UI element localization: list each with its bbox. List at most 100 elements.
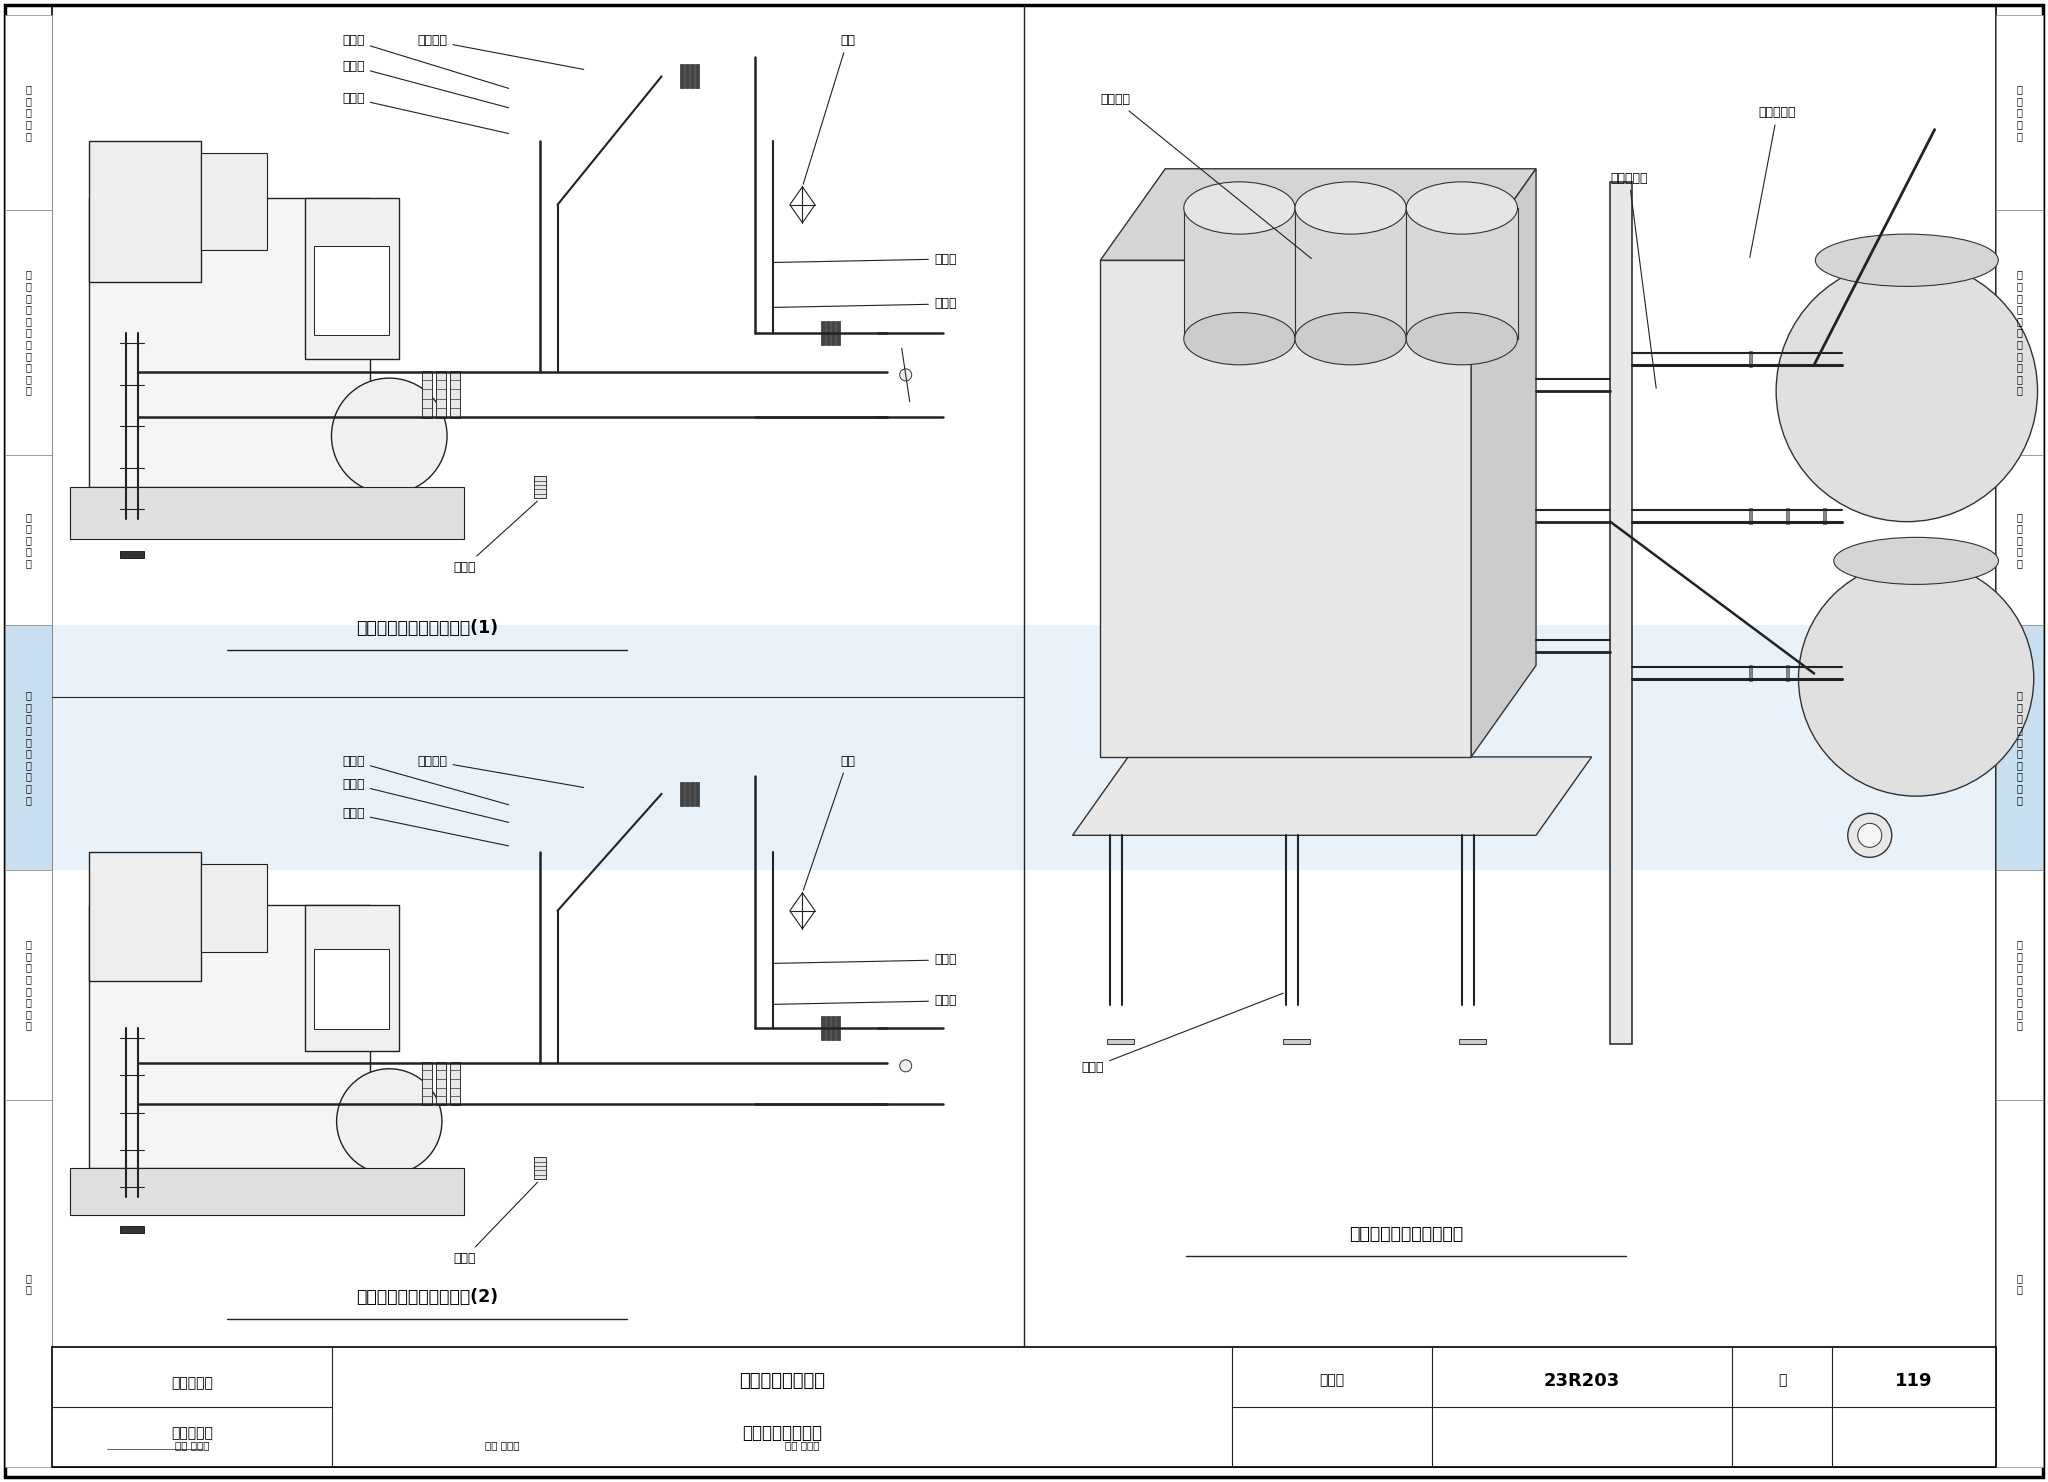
Text: 软接头: 软接头 [453,1183,537,1264]
Text: 压力表: 压力表 [342,59,508,108]
Bar [88,852,201,981]
Bar [4,870,51,1100]
Bar [451,1063,461,1106]
Bar [88,141,201,282]
Bar [313,948,389,1030]
Circle shape [1776,261,2038,522]
Text: 模
块
化
机
组: 模 块 化 机 组 [25,84,31,141]
Text: 温度计: 温度计 [774,953,956,966]
Polygon shape [1073,757,1591,836]
Bar [121,1226,143,1233]
Bar [1997,870,2044,1100]
Text: 冷却水管段: 冷却水管段 [1610,172,1657,388]
Text: 管道及模块: 管道及模块 [172,1375,213,1390]
Text: 整
装
式
机
房: 整 装 式 机 房 [2017,511,2023,568]
Bar [825,1015,829,1040]
Text: 压力表: 压力表 [774,994,956,1008]
Bar [680,64,684,89]
Bar [821,322,825,345]
Text: 机
房
典
型
工
程
实
例: 机 房 典 型 工 程 实 例 [2017,940,2023,1030]
Bar [88,199,371,488]
Polygon shape [1470,169,1536,757]
Text: 压力表: 压力表 [774,298,956,311]
Text: 图集号: 图集号 [1319,1374,1346,1387]
Bar [1294,207,1407,339]
Text: 蝶阀: 蝶阀 [803,754,854,891]
Bar [4,625,51,870]
Bar [121,551,143,557]
Ellipse shape [1184,313,1294,365]
Bar [1610,182,1632,1045]
Bar [451,370,461,418]
Text: 23R203: 23R203 [1544,1372,1620,1390]
Bar [836,1015,840,1040]
Text: 软接头: 软接头 [342,92,508,133]
Bar [70,488,465,538]
Bar [1823,508,1827,523]
Bar [1749,508,1753,523]
Text: 冷水机组接管模块左视图(1): 冷水机组接管模块左视图(1) [356,619,498,637]
Text: 机
房
装
配
式
建
造
与
安
装: 机 房 装 配 式 建 造 与 安 装 [25,691,31,805]
Bar [1458,1039,1487,1045]
Bar [4,455,51,625]
Bar [836,322,840,345]
Bar [305,906,399,1051]
Ellipse shape [1294,313,1407,365]
Bar [1184,207,1294,339]
Circle shape [332,378,446,494]
Bar [51,1347,1997,1467]
Ellipse shape [1815,234,1999,286]
Bar [201,154,266,249]
Circle shape [899,1060,911,1071]
Text: 机
房
附
属
设
备
和
管
道
配
件: 机 房 附 属 设 备 和 管 道 配 件 [25,270,31,396]
Bar [4,210,51,455]
Text: 温度计: 温度计 [342,34,508,89]
Text: 冷水机组接管模块: 冷水机组接管模块 [739,1372,825,1390]
Bar [422,370,432,418]
Ellipse shape [1407,313,1518,365]
Ellipse shape [1407,182,1518,234]
Bar [436,370,446,418]
Bar [1786,351,1790,368]
Bar [201,864,266,951]
Bar [305,199,399,359]
Text: 流量开关: 流量开关 [418,754,584,787]
Ellipse shape [1184,182,1294,234]
Bar [1749,664,1753,680]
Bar [1786,664,1790,680]
Text: 制作与加工: 制作与加工 [172,1426,213,1441]
Bar [696,782,698,806]
Text: 模
块
化
机
组: 模 块 化 机 组 [2017,84,2023,141]
Bar [51,625,1997,870]
Text: 减振器: 减振器 [1081,993,1284,1073]
Text: 软接头: 软接头 [342,808,508,846]
Bar [825,322,829,345]
Circle shape [336,1069,442,1174]
Polygon shape [1100,169,1536,261]
Text: 整
装
式
机
房: 整 装 式 机 房 [25,511,31,568]
Text: 校对 朱进林: 校对 朱进林 [485,1441,520,1449]
Bar [313,246,389,335]
Text: 设计 陈翰栋: 设计 陈翰栋 [784,1441,819,1449]
Text: 冷冻水管段: 冷冻水管段 [1749,107,1796,258]
Circle shape [1847,630,1892,674]
Text: 压力表: 压力表 [342,778,508,823]
Circle shape [1798,560,2034,796]
Text: 软接头: 软接头 [453,501,537,574]
Bar [680,782,684,806]
Text: 冷水机组接管模块左视图(2): 冷水机组接管模块左视图(2) [356,1288,498,1306]
Ellipse shape [1294,182,1407,234]
Bar [1749,351,1753,368]
Bar [4,1100,51,1467]
Bar [1823,664,1827,680]
Text: 附
录: 附 录 [25,1273,31,1294]
Text: 机
房
附
属
设
备
和
管
道
配
件: 机 房 附 属 设 备 和 管 道 配 件 [2017,270,2023,396]
Text: 119: 119 [1894,1372,1933,1390]
Bar [1106,1039,1135,1045]
Text: 温度计: 温度计 [342,754,508,805]
Bar [1997,1100,2044,1467]
Circle shape [899,369,911,381]
Bar [686,782,690,806]
Bar [1997,15,2044,210]
Bar [4,15,51,210]
